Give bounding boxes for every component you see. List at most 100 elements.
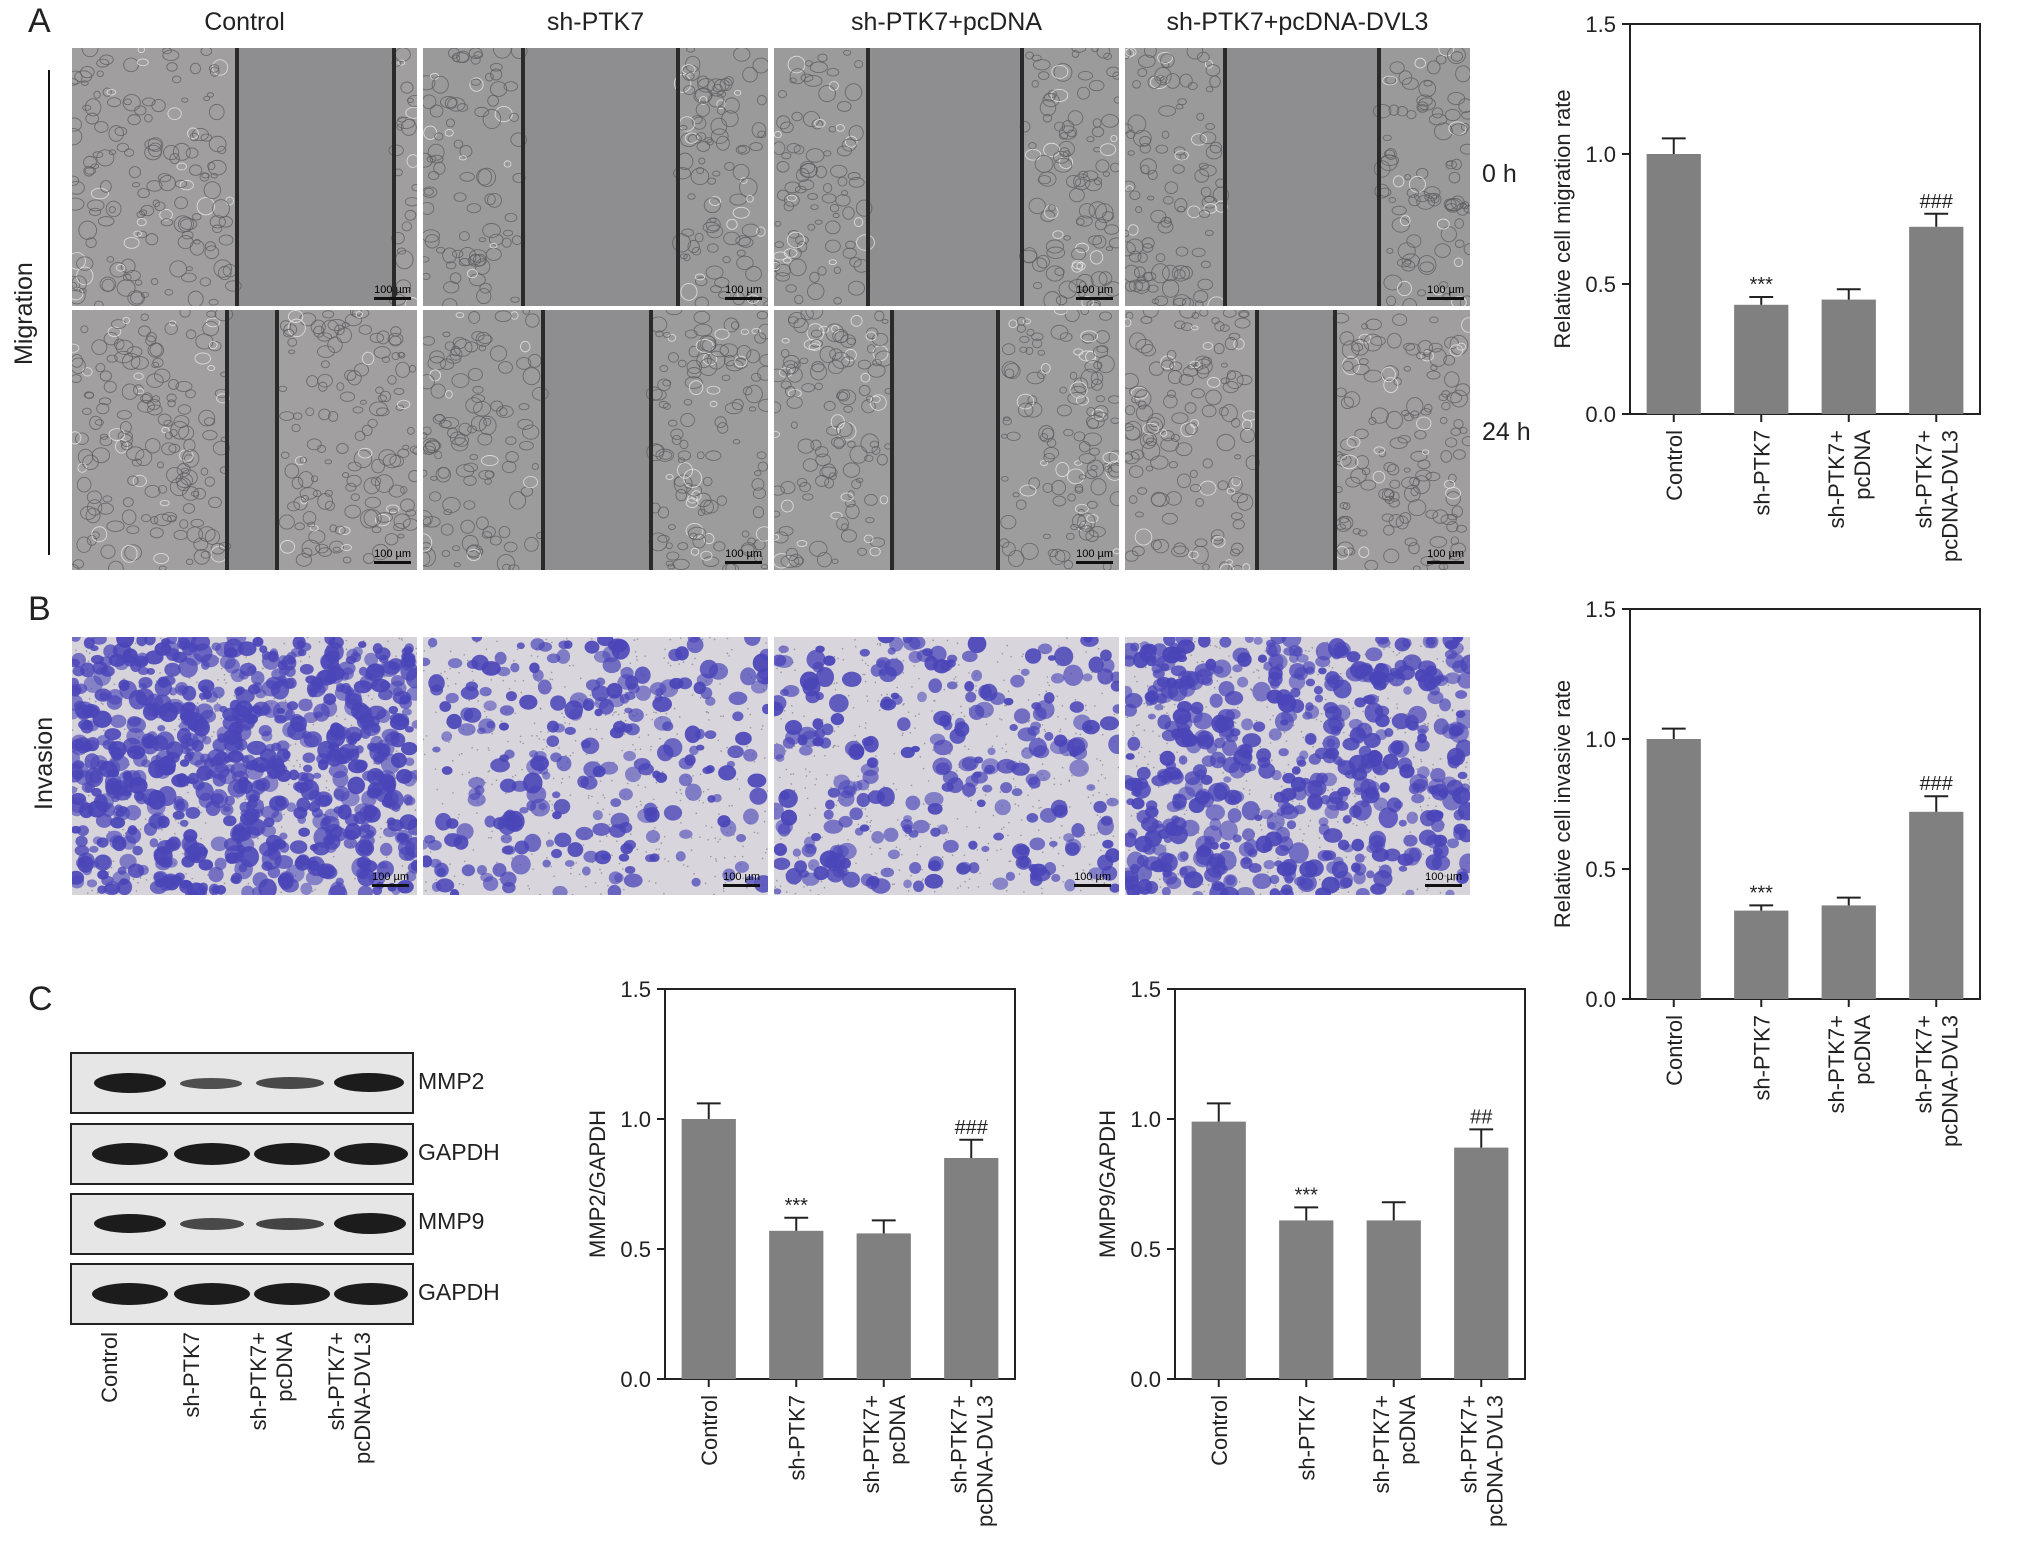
x-tick-label: sh-PTK7+ <box>1456 1395 1481 1493</box>
bar <box>1366 1220 1421 1379</box>
band <box>334 1213 406 1234</box>
column-header-sh-ptk7-pcdna-dvl3: sh-PTK7+pcDNA-DVL3 <box>1166 8 1429 36</box>
y-axis-label: Relative cell invasive rate <box>1550 680 1575 928</box>
scale-bar-label: 100 µm <box>1427 284 1464 296</box>
y-tick-label: 1.5 <box>1585 12 1616 37</box>
y-tick-label: 0.5 <box>1585 272 1616 297</box>
y-axis-label: Relative cell migration rate <box>1550 89 1575 348</box>
micrograph-invasion-sh-ptk7: 100 µm <box>423 637 768 895</box>
band <box>94 1214 166 1233</box>
x-tick-label: pcDNA-DVL3 <box>1482 1395 1507 1527</box>
bar <box>1646 739 1701 999</box>
chart-mmp2-gapdh: 0.0 0.5 1.0 1.5 MMP2/GAPDH Control *** sh-PTK7 s… <box>585 977 1016 1527</box>
y-tick-label: 1.5 <box>1130 977 1161 1002</box>
scale-bar-line <box>1425 884 1462 887</box>
blot-label-gapdh-1: GAPDH <box>418 1139 500 1165</box>
x-tick-label: sh-PTK7+ <box>1911 430 1936 528</box>
row-label-migration: Migration <box>10 262 38 365</box>
x-tick-label: sh-PTK7+ <box>859 1395 884 1493</box>
micrograph-migration-0h-sh-ptk7-pcdna-dvl3: 100 µm <box>1125 48 1470 306</box>
blot-label-mmp9: MMP9 <box>418 1208 485 1234</box>
y-tick-label: 1.5 <box>1585 597 1616 622</box>
x-tick-label: Control <box>1662 1015 1687 1086</box>
x-tick-label: pcDNA-DVL3 <box>1937 1015 1962 1147</box>
blot-lane-label-line: Control <box>97 1332 122 1403</box>
scale-bar-label: 100 µm <box>372 871 409 883</box>
time-label-0h: 0 h <box>1482 160 1517 188</box>
y-axis-label: MMP2/GAPDH <box>585 1110 610 1258</box>
micrograph-invasion-sh-ptk7-pcdna: 100 µm <box>774 637 1119 895</box>
blot-lane-label-line: sh-PTK7+ <box>246 1332 271 1431</box>
blot-row-mmp2 <box>70 1052 414 1114</box>
y-tick-label: 0.0 <box>620 1367 651 1392</box>
scale-bar: 100 µm <box>374 284 411 300</box>
x-tick-label: sh-PTK7 <box>1749 1015 1774 1101</box>
x-tick-label: Control <box>1662 430 1687 501</box>
bar <box>1454 1147 1509 1379</box>
band <box>256 1077 324 1089</box>
band <box>94 1073 166 1093</box>
scale-bar-label: 100 µm <box>1425 871 1462 883</box>
significance-label: ### <box>1920 773 1954 795</box>
scale-bar-line <box>725 561 762 564</box>
significance-label: *** <box>1750 274 1774 296</box>
column-header-sh-ptk7-pcdna: sh-PTK7+pcDNA <box>850 8 1043 36</box>
scale-bar-label: 100 µm <box>374 548 411 560</box>
scale-bar-line <box>1427 297 1464 300</box>
x-tick-label: sh-PTK7 <box>784 1395 809 1481</box>
scale-bar-label: 100 µm <box>1076 284 1113 296</box>
scale-bar-line <box>1427 561 1464 564</box>
scale-bar: 100 µm <box>725 548 762 564</box>
x-tick-label: pcDNA <box>1395 1395 1420 1465</box>
plot-frame <box>664 988 1016 1380</box>
scale-bar-line <box>725 297 762 300</box>
y-tick-label: 0.0 <box>1585 987 1616 1012</box>
micrograph-migration-24h-control: 100 µm <box>72 310 417 570</box>
x-tick-label: sh-PTK7+ <box>1369 1395 1394 1493</box>
x-tick-label: pcDNA <box>885 1395 910 1465</box>
plot-frame <box>1629 608 1981 1000</box>
x-tick-label: sh-PTK7 <box>1749 430 1774 516</box>
panel-letter-a: A <box>28 2 51 40</box>
scale-bar-label: 100 µm <box>1427 548 1464 560</box>
panel-letter-c: C <box>28 980 53 1018</box>
y-tick-label: 0.0 <box>1585 402 1616 427</box>
bar <box>856 1233 911 1379</box>
chart-migration-rate: 0.0 0.5 1.0 1.5 Relative cell migration rate… <box>1550 12 1981 562</box>
bar <box>1734 304 1789 414</box>
blot-lane-label: Control <box>97 1332 123 1502</box>
micrograph-migration-24h-sh-ptk7-pcdna: 100 µm <box>774 310 1119 570</box>
band <box>174 1143 250 1165</box>
blot-row-mmp9 <box>70 1193 414 1255</box>
scale-bar-label: 100 µm <box>1074 871 1111 883</box>
blot-lane-label-line: sh-PTK7+ <box>324 1332 349 1431</box>
y-tick-label: 1.0 <box>1585 727 1616 752</box>
scale-bar: 100 µm <box>1427 284 1464 300</box>
scale-bar-line <box>372 884 409 887</box>
x-tick-label: sh-PTK7+ <box>1824 1015 1849 1113</box>
y-tick-label: 0.5 <box>620 1237 651 1262</box>
micrograph-invasion-control: 100 µm <box>72 637 417 895</box>
blot-row-gapdh-1 <box>70 1123 414 1185</box>
bar <box>1734 910 1789 999</box>
blot-label-gapdh-2: GAPDH <box>418 1279 500 1305</box>
band <box>334 1073 404 1092</box>
row-label-invasion: Invasion <box>30 716 58 810</box>
blot-label-mmp2: MMP2 <box>418 1068 485 1094</box>
scale-bar: 100 µm <box>725 284 762 300</box>
band <box>174 1283 250 1305</box>
x-tick-label: pcDNA <box>1850 1015 1875 1085</box>
band <box>334 1143 408 1165</box>
band <box>92 1143 168 1165</box>
scale-bar-label: 100 µm <box>723 871 760 883</box>
blot-lane-label-line: pcDNA-DVL3 <box>350 1332 375 1465</box>
blot-lane-label: sh-PTK7+ pcDNA-DVL3 <box>324 1332 376 1502</box>
blot-lane-label-line: pcDNA <box>272 1332 297 1402</box>
x-tick-label: sh-PTK7+ <box>1824 430 1849 528</box>
micrograph-migration-24h-sh-ptk7: 100 µm <box>423 310 768 570</box>
bar <box>1909 226 1964 414</box>
band <box>254 1143 330 1165</box>
significance-label: *** <box>1295 1184 1319 1206</box>
x-tick-label: pcDNA-DVL3 <box>1937 430 1962 562</box>
micrograph-invasion-sh-ptk7-pcdna-dvl3: 100 µm <box>1125 637 1470 895</box>
